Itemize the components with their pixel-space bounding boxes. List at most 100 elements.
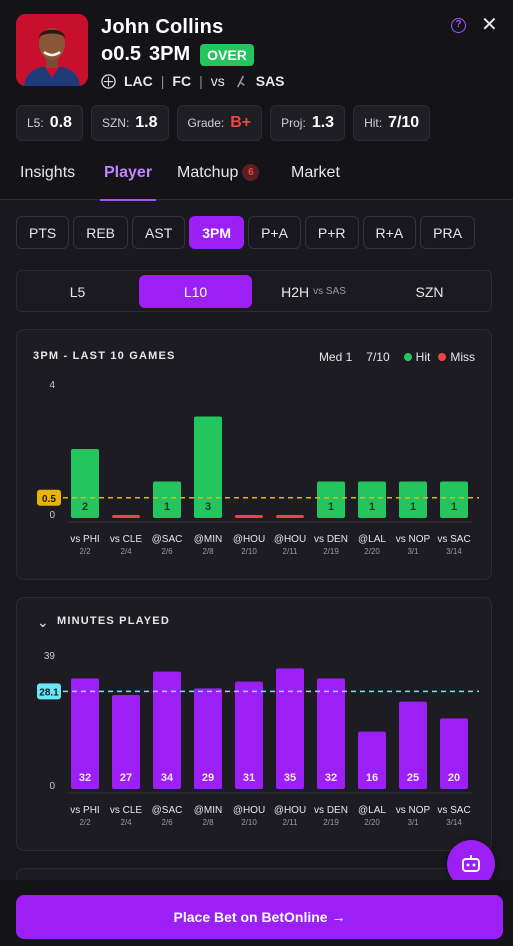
pill-3pm[interactable]: 3PM <box>189 216 245 249</box>
spurs-logo-icon <box>236 75 245 87</box>
stat-projection: Proj: 1.3 <box>270 105 346 141</box>
reference-label: 28.1 <box>39 687 59 698</box>
place-bet-button[interactable]: Place Bet on BetOnline → <box>16 895 503 939</box>
player-avatar <box>16 14 88 86</box>
chevron-down-icon[interactable]: ⌄ <box>37 614 49 630</box>
bar <box>317 678 345 789</box>
player-position: FC <box>172 73 192 89</box>
pill-pts[interactable]: PTS <box>16 216 70 249</box>
legend-miss: Miss <box>438 350 475 364</box>
pill-reb[interactable]: REB <box>73 216 129 249</box>
bar-value-label: 35 <box>284 772 296 784</box>
tab-market[interactable]: Market <box>291 164 340 181</box>
bar-value-label: 16 <box>366 772 378 784</box>
bar-value-label: 1 <box>164 501 170 513</box>
games-bar-chart: 4 0 2 vs PHI 2/2 vs CLE 2/4 1 @SAC 2/6 3 @MIN 2/8 @HO… <box>37 380 479 556</box>
hit-rate-label: 7/10 <box>366 350 390 364</box>
close-icon[interactable]: ✕ <box>481 14 498 36</box>
x-tick-label: @HOU <box>233 534 265 545</box>
x-tick-date: 2/20 <box>364 818 380 827</box>
bar <box>153 671 181 789</box>
bar-value-label: 1 <box>369 501 375 513</box>
range-l5[interactable]: L5 <box>69 283 86 300</box>
bar <box>153 481 181 518</box>
pick-badge: OVER <box>200 43 254 66</box>
bar-value-label: 1 <box>410 501 416 513</box>
divider: | <box>160 73 165 89</box>
bar-value-label: 27 <box>120 772 132 784</box>
pill-pr[interactable]: P+R <box>304 216 359 249</box>
bar-value-label: 32 <box>79 772 91 784</box>
tab-player[interactable]: Player <box>99 164 157 201</box>
x-tick-date: 2/11 <box>283 818 299 827</box>
x-tick-date: 2/8 <box>202 547 214 556</box>
bar-value-label: 20 <box>448 772 460 784</box>
bar-value-label: 2 <box>82 501 88 513</box>
stat-season: SZN: 1.8 <box>90 105 169 141</box>
tab-insights[interactable]: Insights <box>20 164 76 181</box>
stat-selector: PTS REB AST 3PM P+A P+R R+A PRA <box>16 216 475 249</box>
stat-l5: L5: 0.8 <box>16 105 83 141</box>
legend-hit: Hit <box>403 350 430 364</box>
x-tick-label: vs CLE <box>110 534 143 545</box>
x-tick-label: vs PHI <box>70 805 99 816</box>
y-tick-label: 0 <box>49 510 55 521</box>
x-tick-label: vs SAC <box>437 534 470 545</box>
x-tick-label: vs DEN <box>314 805 348 816</box>
pill-ast[interactable]: AST <box>132 216 186 249</box>
clippers-logo-icon <box>101 73 116 89</box>
bar <box>112 695 140 789</box>
miss-dot-icon <box>438 353 447 361</box>
x-tick-date: 2/8 <box>202 818 214 827</box>
range-selector: L5 L10 H2H vs SAS SZN <box>16 270 492 312</box>
bar <box>358 481 386 518</box>
bar <box>194 688 222 789</box>
x-tick-label: vs PHI <box>70 534 99 545</box>
tab-matchup-label: Matchup <box>177 164 239 181</box>
x-tick-date: 2/10 <box>241 818 257 827</box>
x-tick-date: 2/4 <box>120 547 132 556</box>
divider: | <box>199 73 203 89</box>
pill-pra[interactable]: PRA <box>420 216 475 249</box>
games-chart-title: 3PM - LAST 10 GAMES <box>33 350 176 362</box>
bar <box>71 449 99 518</box>
range-h2h[interactable]: H2H vs SAS <box>281 283 346 300</box>
bar <box>112 515 140 518</box>
x-tick-date: 2/19 <box>323 547 339 556</box>
reference-label-bg <box>37 489 61 506</box>
x-tick-label: vs DEN <box>314 534 348 545</box>
range-season[interactable]: SZN <box>415 283 444 300</box>
bar-value-label: 25 <box>407 772 419 784</box>
stat-hit-rate: Hit: 7/10 <box>353 105 431 141</box>
pill-ra[interactable]: R+A <box>362 216 417 249</box>
x-tick-label: @LAL <box>358 534 386 545</box>
bar-value-label: 29 <box>202 772 214 784</box>
x-tick-label: vs NOP <box>396 805 431 816</box>
x-tick-label: @HOU <box>233 805 265 816</box>
x-tick-date: 2/20 <box>364 547 380 556</box>
hit-dot-icon <box>403 353 412 361</box>
tab-bar: Insights Player Matchup 6 Market <box>0 160 513 201</box>
tab-matchup[interactable]: Matchup 6 <box>177 164 260 198</box>
stat-type: 3PM <box>149 43 191 65</box>
x-tick-date: 2/4 <box>120 818 132 827</box>
x-tick-label: @SAC <box>152 805 183 816</box>
x-tick-date: 3/1 <box>407 818 419 827</box>
bar-value-label: 34 <box>161 772 174 784</box>
x-tick-label: @SAC <box>152 534 183 545</box>
x-tick-date: 2/11 <box>283 547 299 556</box>
x-tick-date: 2/6 <box>161 818 173 827</box>
minutes-chart-title: MINUTES PLAYED <box>57 615 170 627</box>
stat-grade: Grade: B+ <box>176 105 263 141</box>
player-name: John Collins <box>101 16 224 38</box>
pill-pa[interactable]: P+A <box>248 216 301 249</box>
minutes-chart-card: ⌄ MINUTES PLAYED 39 0 32 vs PHI 2/2 27 vs CLE 2… <box>16 597 492 851</box>
player-header: John Collins o0.5 3PM OVER LAC | FC | vs… <box>0 0 513 201</box>
vs-label: vs <box>210 73 225 89</box>
games-chart-card: 3PM - LAST 10 GAMES Med 1 7/10 Hit Miss … <box>16 329 492 580</box>
matchup-count-badge: 6 <box>242 164 260 181</box>
help-icon[interactable]: ? <box>451 18 466 33</box>
reference-label: 0.5 <box>42 494 56 505</box>
bar <box>358 731 386 789</box>
range-l10[interactable]: L10 <box>139 275 252 308</box>
